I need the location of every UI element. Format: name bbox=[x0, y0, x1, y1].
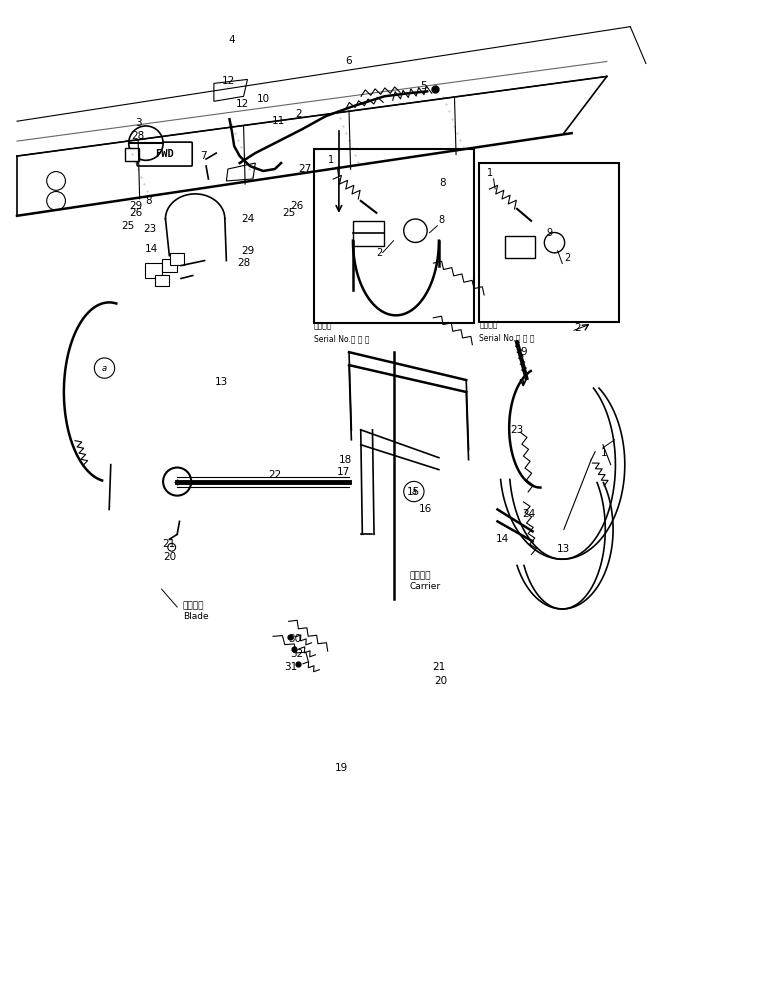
Text: 31: 31 bbox=[284, 661, 297, 671]
Text: 8: 8 bbox=[145, 196, 151, 206]
Text: Serial No.・ ・ ～: Serial No.・ ・ ～ bbox=[480, 334, 535, 343]
Bar bbox=[170, 253, 184, 265]
FancyBboxPatch shape bbox=[137, 142, 192, 166]
Text: 16: 16 bbox=[419, 504, 432, 514]
Text: キャリヤ
Carrier: キャリヤ Carrier bbox=[409, 571, 441, 591]
Text: 2: 2 bbox=[575, 324, 581, 334]
Bar bbox=[162, 259, 177, 272]
Text: 25: 25 bbox=[282, 208, 296, 218]
Text: 4: 4 bbox=[229, 35, 235, 45]
Text: FWD: FWD bbox=[155, 149, 174, 159]
Text: 18: 18 bbox=[339, 455, 352, 465]
Polygon shape bbox=[227, 163, 256, 181]
Text: 1: 1 bbox=[488, 168, 493, 178]
Text: 26: 26 bbox=[290, 201, 303, 211]
Text: 21: 21 bbox=[163, 539, 176, 549]
Text: 9: 9 bbox=[546, 228, 553, 238]
Text: 2: 2 bbox=[376, 248, 383, 258]
Text: 3: 3 bbox=[135, 118, 141, 128]
Circle shape bbox=[47, 192, 65, 210]
Text: 29: 29 bbox=[129, 201, 143, 211]
Bar bbox=[314, 149, 474, 324]
Text: 2: 2 bbox=[295, 109, 302, 119]
Bar bbox=[353, 221, 384, 246]
Text: 20: 20 bbox=[434, 675, 447, 685]
Circle shape bbox=[163, 468, 191, 496]
Text: 29: 29 bbox=[241, 246, 254, 256]
Text: 11: 11 bbox=[272, 116, 285, 126]
Bar bbox=[145, 263, 162, 278]
Circle shape bbox=[404, 482, 424, 501]
Text: 28: 28 bbox=[132, 131, 145, 141]
Text: a: a bbox=[412, 488, 416, 497]
Bar bbox=[154, 275, 169, 287]
Text: 19: 19 bbox=[335, 763, 348, 773]
Text: 2: 2 bbox=[564, 253, 570, 263]
Text: 13: 13 bbox=[215, 377, 228, 387]
Text: 12: 12 bbox=[235, 99, 249, 109]
Text: 27: 27 bbox=[298, 164, 311, 174]
Text: 9: 9 bbox=[520, 348, 527, 358]
Text: 23: 23 bbox=[510, 425, 524, 435]
Circle shape bbox=[168, 543, 176, 551]
Text: 23: 23 bbox=[143, 224, 157, 234]
Text: 適用号機: 適用号機 bbox=[480, 321, 498, 330]
Text: 22: 22 bbox=[268, 470, 281, 480]
Text: 15: 15 bbox=[407, 487, 420, 497]
Text: 5: 5 bbox=[420, 81, 426, 91]
Text: 8: 8 bbox=[440, 178, 446, 188]
Text: 17: 17 bbox=[337, 467, 350, 477]
Text: 12: 12 bbox=[221, 76, 234, 86]
Bar bbox=[480, 163, 619, 323]
Text: Serial No.・ ・ ～: Serial No.・ ・ ～ bbox=[314, 335, 369, 344]
Text: 14: 14 bbox=[145, 244, 158, 254]
Text: a: a bbox=[102, 364, 107, 373]
Text: 21: 21 bbox=[432, 661, 445, 671]
Text: 10: 10 bbox=[256, 94, 270, 104]
Text: 28: 28 bbox=[237, 258, 250, 268]
Text: 1: 1 bbox=[328, 155, 334, 165]
Text: ブレード
Blade: ブレード Blade bbox=[183, 601, 209, 621]
Bar bbox=[505, 236, 535, 258]
Text: 8: 8 bbox=[439, 215, 445, 225]
Text: 32: 32 bbox=[290, 648, 303, 658]
Text: 適用号機: 適用号機 bbox=[314, 322, 332, 331]
Text: 25: 25 bbox=[122, 221, 135, 231]
Text: 20: 20 bbox=[163, 552, 176, 562]
Circle shape bbox=[94, 358, 114, 379]
Circle shape bbox=[544, 233, 564, 253]
Polygon shape bbox=[214, 79, 248, 101]
Text: 26: 26 bbox=[129, 208, 143, 218]
Bar bbox=[125, 148, 139, 161]
Circle shape bbox=[404, 219, 427, 243]
Text: 24: 24 bbox=[522, 509, 535, 519]
Text: 7: 7 bbox=[200, 151, 206, 161]
Text: 1: 1 bbox=[601, 448, 608, 458]
Circle shape bbox=[129, 126, 163, 160]
Text: 14: 14 bbox=[496, 534, 510, 544]
Circle shape bbox=[47, 172, 65, 191]
Text: 30: 30 bbox=[288, 633, 301, 644]
Text: 6: 6 bbox=[346, 57, 352, 67]
Text: 24: 24 bbox=[241, 214, 254, 224]
Text: 13: 13 bbox=[557, 544, 571, 554]
